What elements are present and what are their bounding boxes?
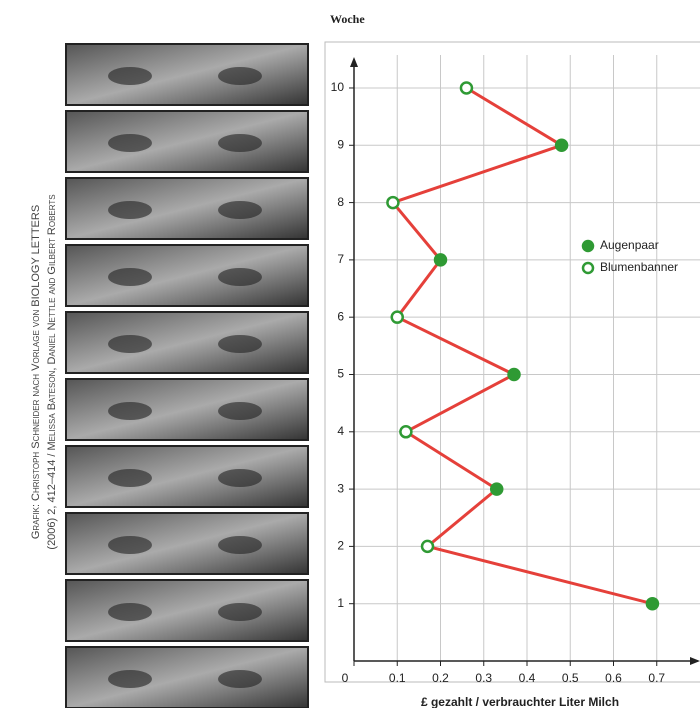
marker bbox=[422, 541, 433, 552]
photo-detail bbox=[108, 603, 152, 621]
marker bbox=[647, 598, 658, 609]
photo-detail bbox=[218, 536, 262, 554]
x-tick-label: 0.2 bbox=[432, 671, 449, 685]
y-tick-label: 4 bbox=[337, 424, 344, 438]
x-tick-label: 0.3 bbox=[475, 671, 492, 685]
photo bbox=[66, 513, 308, 574]
credit: Grafik: Christoph Schneider nach Vorlage… bbox=[30, 205, 42, 539]
x-tick-label: 0.4 bbox=[519, 671, 536, 685]
y-axis-title: Woche bbox=[330, 12, 365, 26]
x-axis-title: £ gezahlt / verbrauchter Liter Milch bbox=[421, 695, 619, 708]
y-tick-label: 8 bbox=[337, 195, 344, 209]
y-tick-label: 10 bbox=[331, 80, 345, 94]
x-tick-label: 0 bbox=[342, 671, 349, 685]
marker bbox=[491, 484, 502, 495]
legend-marker bbox=[583, 241, 593, 251]
photo-detail bbox=[218, 469, 262, 487]
marker bbox=[387, 197, 398, 208]
photo bbox=[66, 312, 308, 373]
y-tick-label: 2 bbox=[337, 539, 344, 553]
legend-label: Augenpaar bbox=[600, 238, 659, 252]
photo-detail bbox=[218, 335, 262, 353]
y-tick-label: 3 bbox=[337, 481, 344, 495]
x-tick-label: 0.5 bbox=[562, 671, 579, 685]
legend-marker bbox=[583, 263, 593, 273]
photo-detail bbox=[218, 67, 262, 85]
y-tick-label: 1 bbox=[337, 596, 344, 610]
photo bbox=[66, 580, 308, 641]
photo-detail bbox=[108, 536, 152, 554]
marker bbox=[435, 254, 446, 265]
photo-detail bbox=[108, 469, 152, 487]
photo-detail bbox=[108, 134, 152, 152]
photo bbox=[66, 245, 308, 306]
y-tick-label: 5 bbox=[337, 367, 344, 381]
photo-detail bbox=[218, 201, 262, 219]
photo-detail bbox=[108, 67, 152, 85]
photo-detail bbox=[108, 201, 152, 219]
photo bbox=[66, 44, 308, 105]
y-tick-label: 9 bbox=[337, 137, 344, 151]
marker bbox=[392, 312, 403, 323]
plot-frame bbox=[325, 42, 700, 682]
photo-detail bbox=[218, 268, 262, 286]
photo-detail bbox=[108, 670, 152, 688]
legend-label: Blumenbanner bbox=[600, 260, 678, 274]
photo-detail bbox=[218, 134, 262, 152]
x-tick-label: 0.6 bbox=[605, 671, 622, 685]
x-tick-label: 0.7 bbox=[648, 671, 665, 685]
marker bbox=[400, 426, 411, 437]
marker bbox=[509, 369, 520, 380]
marker bbox=[556, 140, 567, 151]
photo-detail bbox=[218, 603, 262, 621]
photo-detail bbox=[218, 670, 262, 688]
x-tick-label: 0.1 bbox=[389, 671, 406, 685]
photo-strips bbox=[66, 44, 308, 708]
photo bbox=[66, 647, 308, 708]
credit: (2006) 2, 412–414 / Melissa Bateson, Dan… bbox=[46, 194, 58, 549]
marker bbox=[461, 82, 472, 93]
y-tick-label: 6 bbox=[337, 309, 344, 323]
photo-detail bbox=[108, 268, 152, 286]
photo bbox=[66, 111, 308, 172]
chart: Woche £ gezahlt / verbrauchter Liter Mil… bbox=[0, 0, 700, 708]
photo-detail bbox=[108, 335, 152, 353]
y-tick-label: 7 bbox=[337, 252, 344, 266]
photo bbox=[66, 178, 308, 239]
photo-detail bbox=[108, 402, 152, 420]
photo bbox=[66, 446, 308, 507]
photo-detail bbox=[218, 402, 262, 420]
photo bbox=[66, 379, 308, 440]
